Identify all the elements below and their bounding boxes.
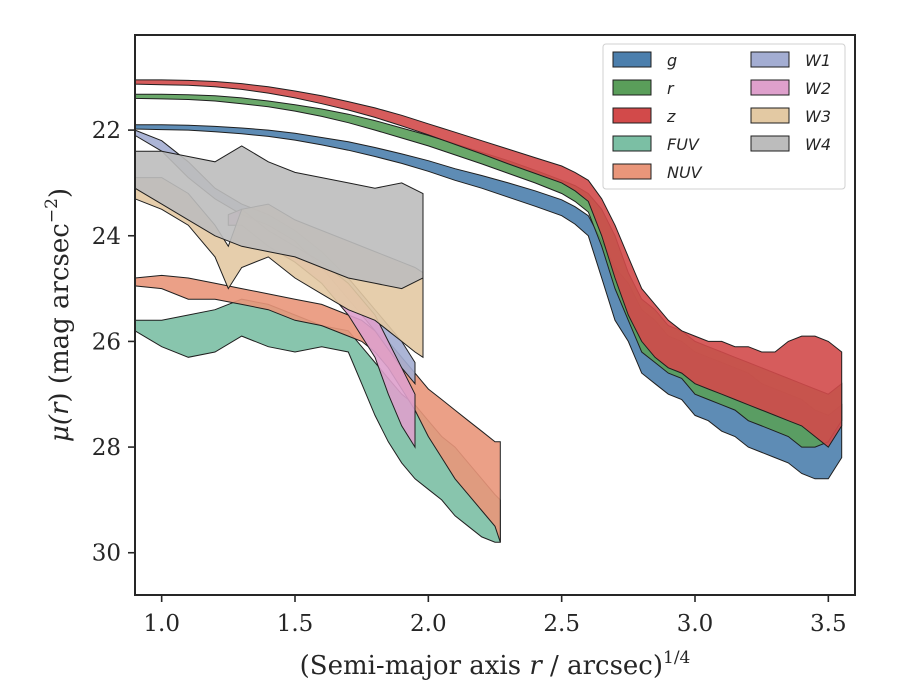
- legend-swatch-g: [612, 51, 652, 68]
- y-tick-label: 28: [92, 435, 121, 461]
- legend-swatch-w4: [750, 135, 790, 152]
- legend-swatch-fuv: [612, 135, 652, 152]
- legend-swatch-z: [612, 107, 652, 124]
- y-tick-label: 30: [92, 541, 121, 567]
- x-tick-label: 1.5: [277, 611, 314, 637]
- x-tick-label: 3.5: [810, 611, 847, 637]
- band-nuv: [134, 274, 501, 543]
- band-g: [134, 124, 843, 480]
- legend-label-w1: W1: [805, 51, 831, 70]
- legend-swatch-r: [612, 79, 652, 96]
- band-layer: [134, 79, 843, 543]
- legend-label-w2: W2: [805, 79, 831, 98]
- y-axis-label: μ(r) (mag arcsec−2): [42, 188, 75, 442]
- y-tick-label: 24: [92, 224, 121, 250]
- y-tick-label: 22: [92, 118, 121, 144]
- x-axis: 1.0 1.5 2.0 2.5 3.0 3.5: [143, 595, 847, 637]
- legend-label-g: g: [667, 51, 677, 70]
- legend-swatch-w3: [750, 107, 790, 124]
- legend-label-w3: W3: [805, 107, 831, 126]
- band-w4: [134, 145, 424, 290]
- y-axis: 22 24 26 28 30: [92, 118, 135, 567]
- legend-label-fuv: FUV: [667, 135, 700, 154]
- legend-swatch-w1: [750, 51, 790, 68]
- legend: grz FUV NUV W1 W2 W3 W4: [602, 43, 846, 190]
- legend-swatch-nuv: [612, 163, 652, 180]
- legend-label-z: z: [666, 107, 676, 126]
- x-tick-label: 2.5: [543, 611, 580, 637]
- x-tick-label: 1.0: [143, 611, 180, 637]
- y-tick-label: 26: [92, 329, 121, 355]
- legend-label-r: r: [667, 79, 675, 98]
- x-axis-label: (Semi-major axis r / arcsec)1/4: [300, 648, 691, 681]
- band-z: [134, 79, 843, 448]
- legend-swatch-w2: [750, 79, 790, 96]
- x-tick-label: 3.0: [677, 611, 714, 637]
- legend-label-nuv: NUV: [667, 163, 703, 182]
- x-tick-label: 2.0: [410, 611, 447, 637]
- plot-frame: [134, 34, 856, 596]
- legend-label-w4: W4: [805, 135, 831, 154]
